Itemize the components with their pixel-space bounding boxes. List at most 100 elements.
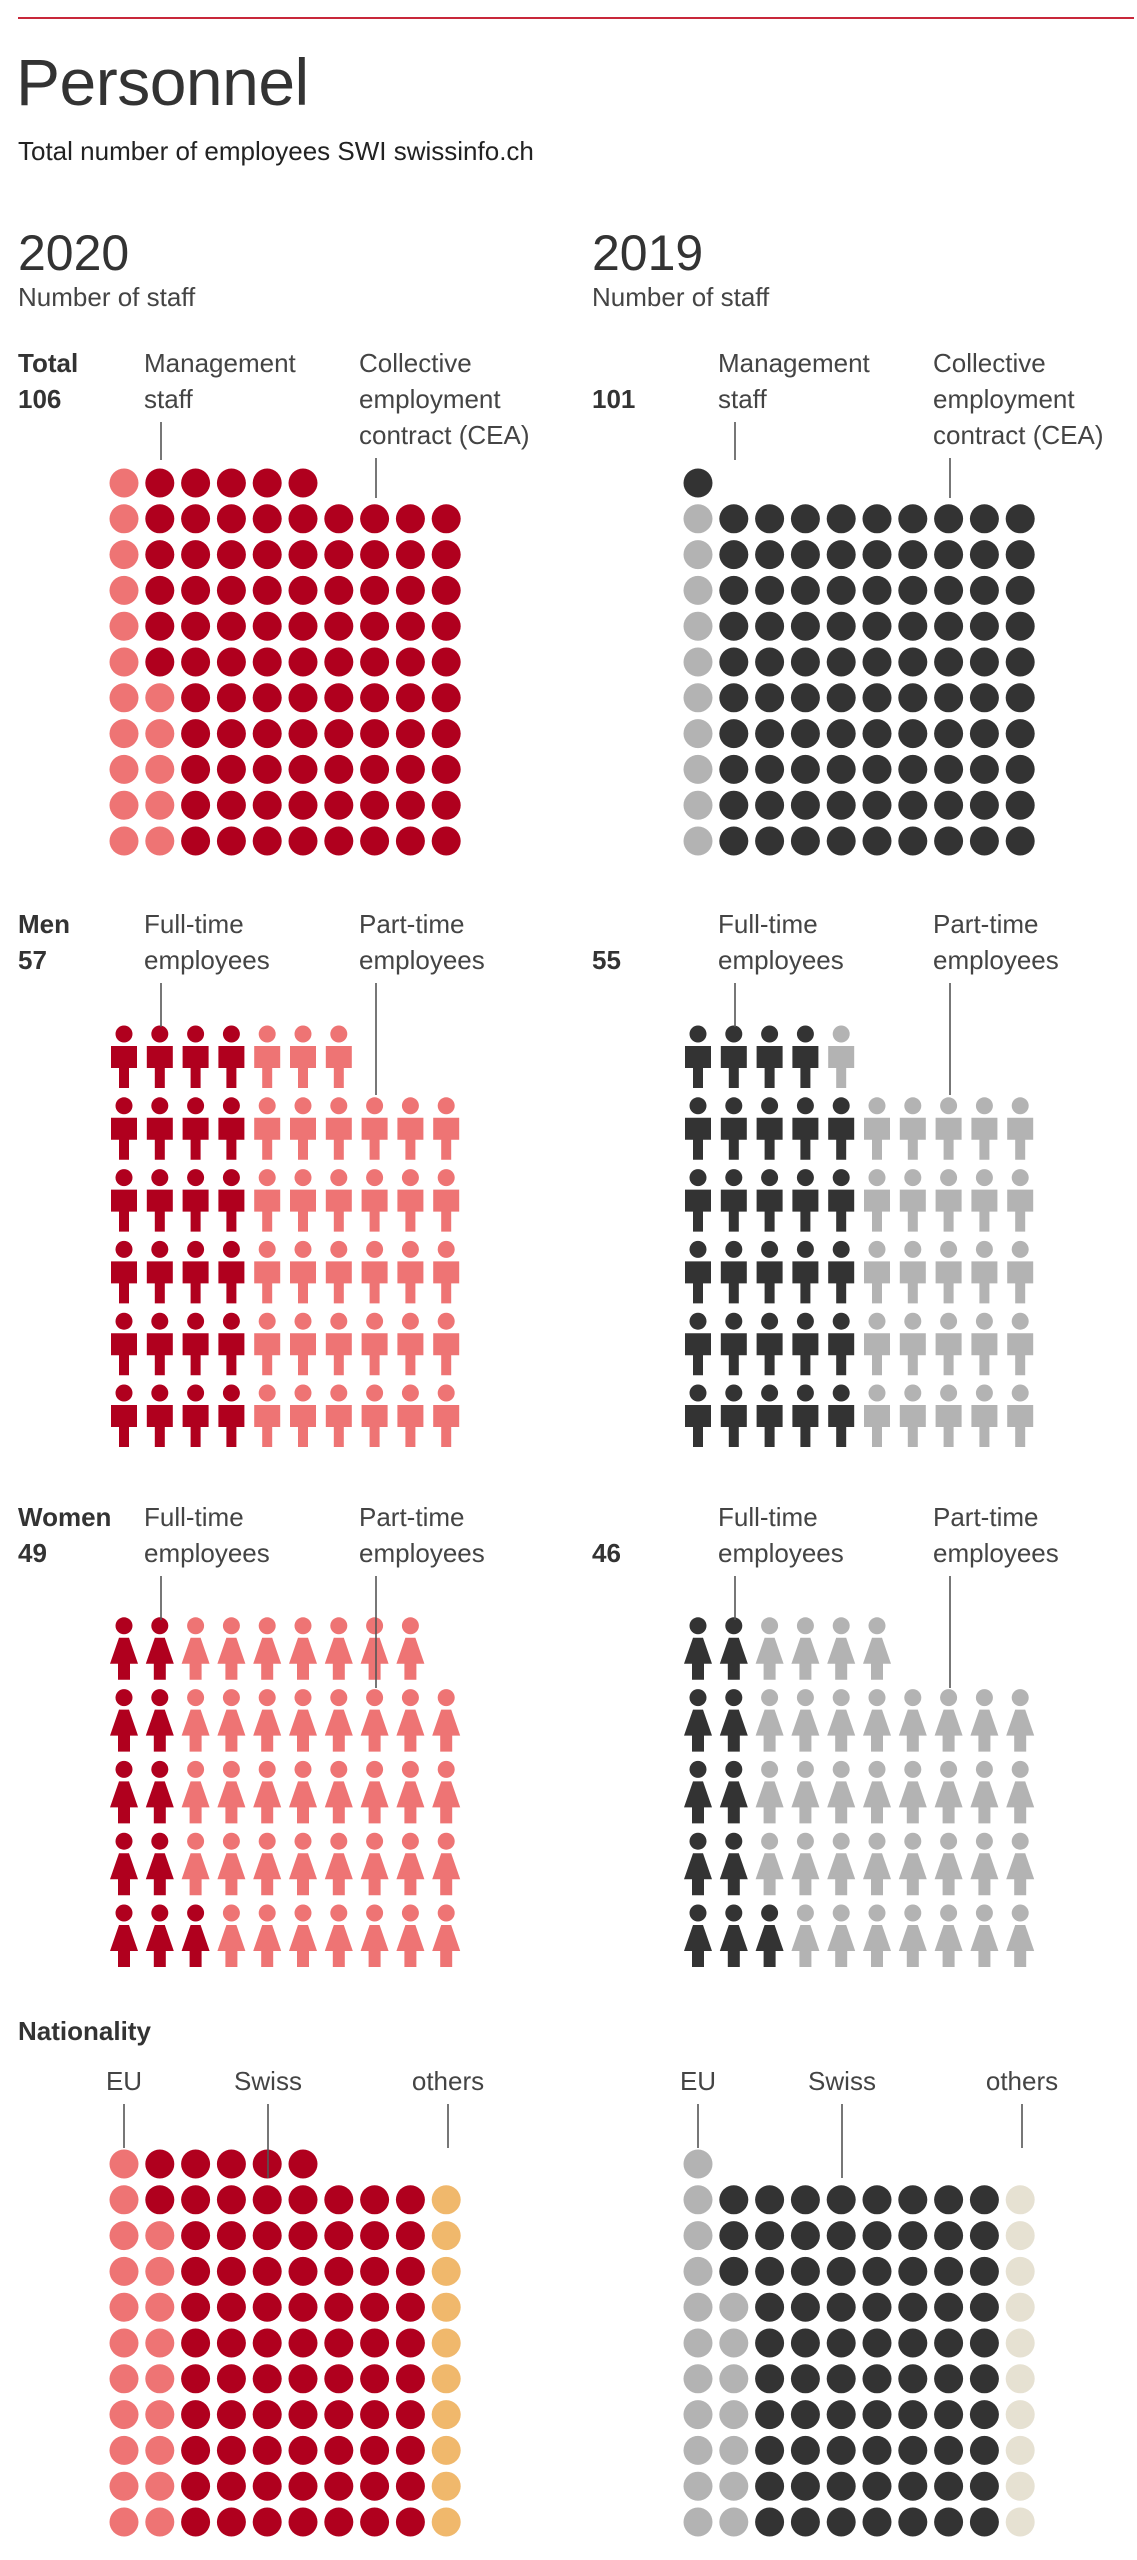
man-icon <box>756 1169 783 1232</box>
waffle-dot <box>719 575 749 605</box>
woman-icon <box>827 1760 856 1824</box>
waffle-dot <box>145 719 175 749</box>
waffle-dot <box>360 540 390 570</box>
waffle-dot <box>826 2185 856 2215</box>
series-label: Collective <box>359 348 472 378</box>
waffle-dot <box>395 611 425 641</box>
waffle-dot <box>109 2507 139 2537</box>
man-icon <box>935 1312 962 1376</box>
waffle-dot <box>683 790 713 820</box>
man-icon <box>182 1312 209 1376</box>
waffle-dot <box>395 754 425 784</box>
man-icon <box>864 1312 890 1376</box>
waffle-dot <box>934 2256 964 2286</box>
waffle-dot <box>395 504 425 534</box>
man-icon <box>433 1097 460 1160</box>
row-value: 49 <box>18 1538 47 1568</box>
year-subtitle: Number of staff <box>18 282 196 312</box>
row-label-nationality: Nationality <box>18 2016 151 2046</box>
waffle-dot <box>395 719 425 749</box>
waffle-dot <box>862 826 892 856</box>
waffle-dot <box>252 790 282 820</box>
waffle-dot <box>109 611 139 641</box>
waffle-dot <box>181 2185 211 2215</box>
waffle-dot <box>181 504 211 534</box>
waffle-dot <box>288 2149 318 2179</box>
man-icon <box>433 1240 460 1304</box>
waffle-dot <box>826 540 856 570</box>
waffle-dot <box>145 647 175 677</box>
man-icon <box>864 1097 890 1160</box>
series-label: Full-time <box>144 909 244 939</box>
man-icon <box>899 1384 926 1447</box>
man-icon <box>361 1312 388 1376</box>
waffle-dot <box>395 790 425 820</box>
waffle-dot <box>755 754 785 784</box>
waffle-dot <box>719 2364 749 2394</box>
waffle-dot <box>324 2185 354 2215</box>
waffle-dot <box>898 2328 928 2358</box>
man-icon <box>864 1384 890 1447</box>
waffle-dot <box>826 647 856 677</box>
woman-icon <box>684 1904 712 1967</box>
waffle-dot <box>719 790 749 820</box>
waffle-dot <box>216 611 246 641</box>
man-icon <box>254 1097 281 1160</box>
man-icon <box>325 1169 352 1232</box>
waffle-dot <box>431 575 461 605</box>
waffle-dot <box>145 611 175 641</box>
waffle-dot <box>755 2292 785 2322</box>
waffle-dot <box>719 826 749 856</box>
waffle-dot <box>719 2435 749 2465</box>
man-icon <box>397 1384 424 1447</box>
waffle-dot <box>862 611 892 641</box>
waffle-dot <box>898 2292 928 2322</box>
man-icon <box>828 1312 855 1376</box>
man-icon <box>182 1097 209 1160</box>
waffle-dot <box>1005 647 1035 677</box>
man-icon <box>254 1169 281 1232</box>
waffle-dot <box>790 754 820 784</box>
waffle-dot <box>934 790 964 820</box>
waffle-dot <box>862 2256 892 2286</box>
waffle-dot <box>826 826 856 856</box>
man-icon <box>971 1312 998 1376</box>
page-title: Personnel <box>16 45 309 119</box>
man-icon <box>325 1384 352 1447</box>
waffle-dot <box>755 611 785 641</box>
waffle-dot <box>790 540 820 570</box>
waffle-dot <box>252 683 282 713</box>
man-icon <box>397 1312 424 1376</box>
waffle-dot <box>1005 2471 1035 2501</box>
waffle-dot <box>360 2292 390 2322</box>
man-icon <box>254 1240 281 1304</box>
woman-icon <box>934 1760 963 1824</box>
woman-icon <box>289 1904 317 1967</box>
waffle-dot <box>252 2507 282 2537</box>
man-icon <box>864 1240 890 1304</box>
man-icon <box>792 1169 819 1232</box>
woman-icon <box>755 1904 784 1967</box>
man-icon <box>685 1384 711 1447</box>
row-value: 106 <box>18 384 61 414</box>
waffle-dot <box>898 2507 928 2537</box>
waffle-dot <box>109 2471 139 2501</box>
waffle-dot <box>181 826 211 856</box>
man-icon <box>325 1025 352 1088</box>
waffle-dot <box>934 2400 964 2430</box>
waffle-dot <box>826 719 856 749</box>
waffle-dot <box>1005 2221 1035 2251</box>
waffle-dot <box>288 2400 318 2430</box>
waffle-dot <box>288 2256 318 2286</box>
waffle-dot <box>826 575 856 605</box>
waffle-dot <box>216 468 246 498</box>
waffle-dot <box>109 540 139 570</box>
waffle-dot <box>431 2185 461 2215</box>
woman-icon <box>253 1760 282 1824</box>
waffle-dot <box>360 647 390 677</box>
waffle-dot <box>145 826 175 856</box>
man-icon <box>685 1025 711 1088</box>
woman-icon <box>791 1760 820 1824</box>
man-icon <box>182 1240 209 1304</box>
woman-icon <box>898 1689 927 1752</box>
